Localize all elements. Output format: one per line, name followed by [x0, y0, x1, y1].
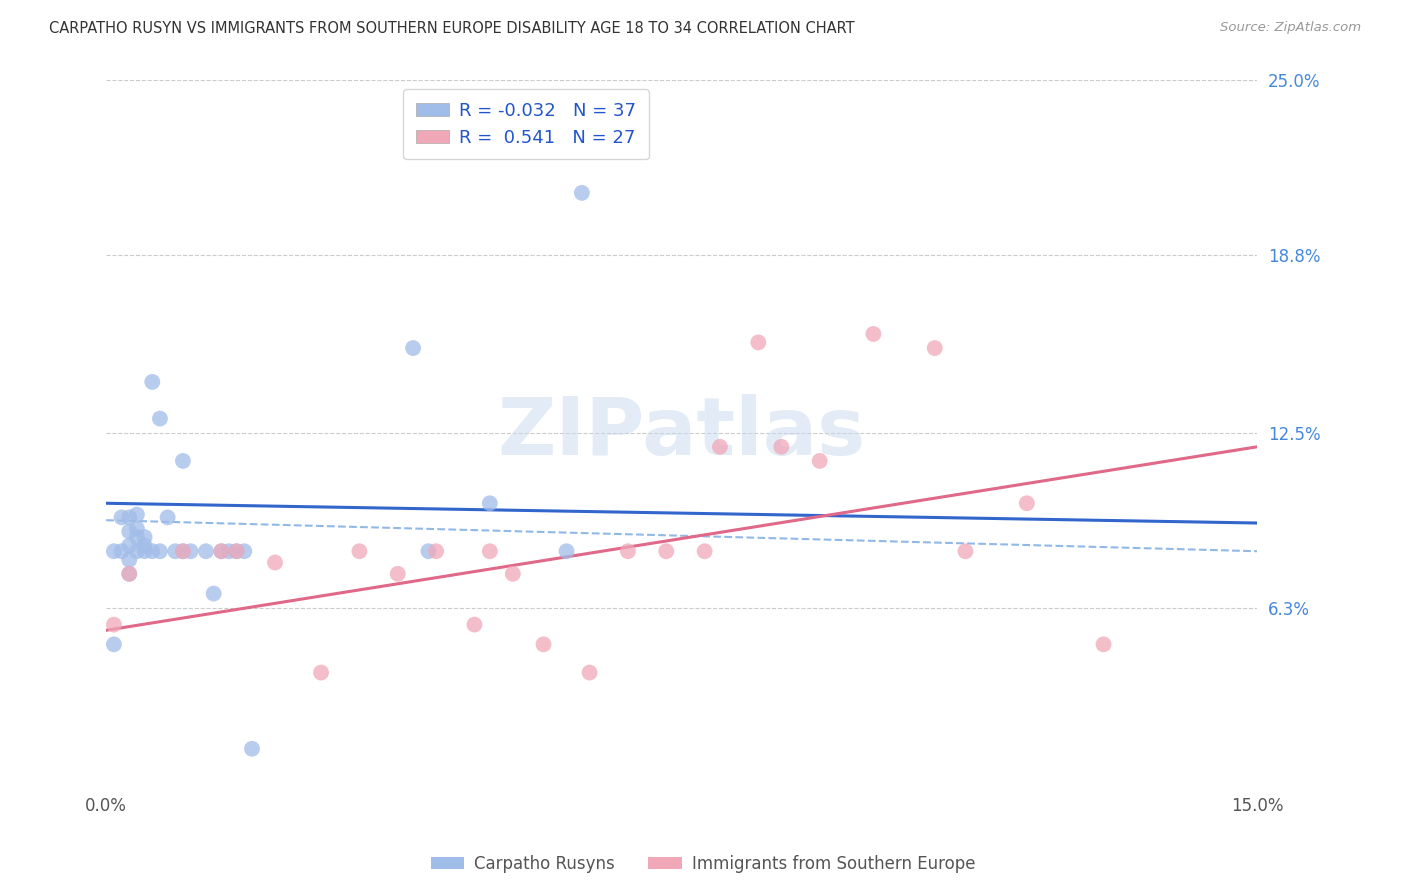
Point	[172, 544, 194, 558]
Point	[209, 544, 232, 558]
Legend: Carpatho Rusyns, Immigrants from Southern Europe: Carpatho Rusyns, Immigrants from Souther…	[425, 848, 981, 880]
Point	[118, 510, 141, 524]
Text: ZIPatlas: ZIPatlas	[498, 393, 866, 472]
Point	[225, 544, 247, 558]
Point	[172, 544, 194, 558]
Point	[924, 341, 946, 355]
Point	[125, 544, 148, 558]
Point	[709, 440, 731, 454]
Point	[125, 508, 148, 522]
Point	[118, 552, 141, 566]
Point	[149, 411, 172, 425]
Point	[110, 510, 132, 524]
Point	[1092, 637, 1115, 651]
Point	[134, 544, 156, 558]
Point	[233, 544, 256, 558]
Text: Source: ZipAtlas.com: Source: ZipAtlas.com	[1220, 21, 1361, 35]
Point	[349, 544, 371, 558]
Point	[502, 566, 524, 581]
Point	[125, 522, 148, 536]
Point	[156, 510, 179, 524]
Point	[578, 665, 600, 680]
Point	[180, 544, 202, 558]
Point	[862, 326, 884, 341]
Point	[218, 544, 240, 558]
Point	[463, 617, 485, 632]
Point	[194, 544, 217, 558]
Point	[533, 637, 555, 651]
Point	[103, 544, 125, 558]
Point	[478, 496, 501, 510]
Point	[264, 556, 287, 570]
Point	[141, 375, 163, 389]
Point	[571, 186, 593, 200]
Point	[134, 539, 156, 553]
Point	[225, 544, 247, 558]
Point	[693, 544, 716, 558]
Point	[118, 566, 141, 581]
Point	[387, 566, 409, 581]
Point	[478, 544, 501, 558]
Point	[425, 544, 447, 558]
Text: CARPATHO RUSYN VS IMMIGRANTS FROM SOUTHERN EUROPE DISABILITY AGE 18 TO 34 CORREL: CARPATHO RUSYN VS IMMIGRANTS FROM SOUTHE…	[49, 21, 855, 37]
Point	[125, 530, 148, 544]
Point	[118, 566, 141, 581]
Point	[1015, 496, 1038, 510]
Point	[418, 544, 440, 558]
Point	[770, 440, 793, 454]
Point	[955, 544, 977, 558]
Point	[202, 586, 225, 600]
Point	[110, 544, 132, 558]
Point	[134, 530, 156, 544]
Legend: R = -0.032   N = 37, R =  0.541   N = 27: R = -0.032 N = 37, R = 0.541 N = 27	[404, 89, 650, 160]
Point	[555, 544, 578, 558]
Point	[172, 454, 194, 468]
Point	[103, 617, 125, 632]
Point	[808, 454, 831, 468]
Point	[209, 544, 232, 558]
Point	[402, 341, 425, 355]
Point	[240, 741, 263, 756]
Point	[141, 544, 163, 558]
Point	[309, 665, 332, 680]
Point	[617, 544, 640, 558]
Point	[118, 524, 141, 539]
Point	[149, 544, 172, 558]
Point	[747, 335, 769, 350]
Point	[103, 637, 125, 651]
Point	[655, 544, 678, 558]
Point	[118, 539, 141, 553]
Point	[165, 544, 187, 558]
